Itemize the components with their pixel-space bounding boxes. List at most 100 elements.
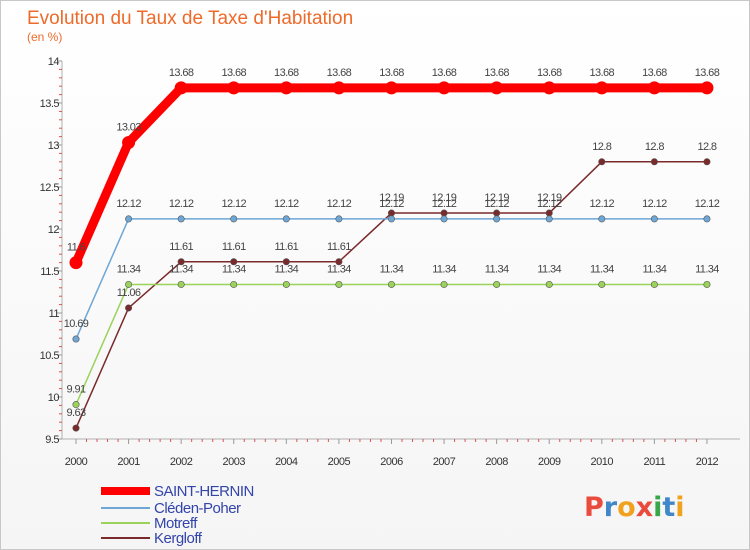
data-label: 12.12 <box>590 198 615 210</box>
data-label: 12.12 <box>537 198 562 210</box>
logo-letter: i <box>653 492 662 523</box>
chart-subtitle: (en %) <box>27 30 62 44</box>
data-label: 11.34 <box>485 263 509 275</box>
data-point <box>177 258 185 266</box>
data-point <box>440 280 448 288</box>
data-label: 13.68 <box>590 67 615 79</box>
data-point <box>72 335 80 343</box>
data-point <box>125 280 133 288</box>
y-tick-label: 12 <box>48 224 60 236</box>
data-point <box>650 215 658 223</box>
data-point <box>437 81 451 95</box>
data-point <box>177 215 185 223</box>
data-point <box>387 209 395 217</box>
data-label: 11.34 <box>274 263 298 275</box>
data-label: 12.12 <box>274 198 299 210</box>
x-tick-label: 2004 <box>275 456 298 468</box>
data-label: 13.68 <box>379 67 404 79</box>
logo-letter: r <box>604 492 618 523</box>
data-label: 12.19 <box>432 192 457 204</box>
data-label: 11.34 <box>327 263 351 275</box>
data-point <box>125 215 133 223</box>
data-label: 11.34 <box>222 263 246 275</box>
x-tick-label: 2010 <box>591 456 614 468</box>
data-point <box>230 258 238 266</box>
series-kergloff <box>72 158 711 432</box>
data-label: 11.34 <box>695 263 719 275</box>
data-point <box>647 81 661 95</box>
data-point <box>595 81 609 95</box>
y-tick-label: 11.5 <box>40 266 59 278</box>
data-label: 12.8 <box>645 141 664 153</box>
data-label: 11.61 <box>169 241 193 253</box>
data-point <box>230 280 238 288</box>
data-point <box>282 258 290 266</box>
data-point <box>335 258 343 266</box>
data-label: 11.34 <box>643 263 667 275</box>
x-tick-label: 2011 <box>644 456 666 468</box>
y-tick-label: 10 <box>48 392 60 404</box>
logo-letter: t <box>662 492 675 523</box>
series-layer <box>69 81 714 432</box>
data-point <box>598 158 606 166</box>
x-tick-label: 2002 <box>170 456 193 468</box>
data-label: 12.19 <box>379 192 404 204</box>
data-point <box>490 81 504 95</box>
data-label: 12.12 <box>116 198 141 210</box>
data-label: 11.34 <box>380 263 404 275</box>
data-label: 11.61 <box>274 241 298 253</box>
data-label: 10.69 <box>64 318 89 330</box>
data-label: 12.12 <box>432 198 457 210</box>
data-point <box>69 256 83 270</box>
series-line <box>75 218 708 340</box>
data-label: 12.12 <box>484 198 509 210</box>
data-point <box>384 81 398 95</box>
data-label: 12.8 <box>592 141 611 153</box>
data-label: 12.12 <box>221 198 246 210</box>
data-label: 9.63 <box>66 407 85 419</box>
x-tick-label: 2008 <box>485 456 508 468</box>
data-label: 12.12 <box>327 198 352 210</box>
data-point <box>493 209 501 217</box>
data-label: 11.34 <box>537 263 561 275</box>
data-label: 12.8 <box>697 141 716 153</box>
data-label: 11.34 <box>432 263 456 275</box>
data-point <box>545 209 553 217</box>
data-point <box>493 215 501 223</box>
data-label: 12.19 <box>537 192 562 204</box>
data-label: 13.68 <box>484 67 509 79</box>
data-point <box>493 280 501 288</box>
y-tick-label: 11 <box>49 308 60 320</box>
data-label: 9.91 <box>66 384 85 396</box>
data-point <box>440 215 448 223</box>
data-point <box>703 215 711 223</box>
data-label: 13.68 <box>537 67 562 79</box>
data-point <box>72 401 80 409</box>
y-tick-label: 13.5 <box>40 98 60 110</box>
data-point <box>279 81 293 95</box>
data-label: 13.68 <box>327 67 352 79</box>
data-point <box>174 81 188 95</box>
x-tick-label: 2009 <box>538 456 561 468</box>
data-label: 11.34 <box>590 263 614 275</box>
data-label: 12.12 <box>379 198 404 210</box>
y-tick-label: 12.5 <box>40 182 60 194</box>
data-label: 11.06 <box>117 287 141 299</box>
y-tick-label: 14 <box>48 56 60 68</box>
data-point <box>332 81 346 95</box>
data-point <box>72 424 80 432</box>
logo-letter: P <box>584 492 604 523</box>
data-label: 12.12 <box>642 198 667 210</box>
x-tick-label: 2007 <box>433 456 456 468</box>
x-tick-label: 2001 <box>117 456 140 468</box>
data-point <box>703 158 711 166</box>
legend-label: SAINT-HERNIN <box>154 483 254 500</box>
x-tick-label: 2005 <box>328 456 351 468</box>
axes: 9.5 10 10.5 11 11.5 12 12.5 13 13.5 14 2000 2001 200… <box>40 56 740 468</box>
data-point <box>598 215 606 223</box>
chart-title: Evolution du Taux de Taxe d'Habitation <box>27 8 353 29</box>
data-point <box>122 135 136 149</box>
series-motreff <box>72 280 711 409</box>
data-label: 12.19 <box>484 192 509 204</box>
